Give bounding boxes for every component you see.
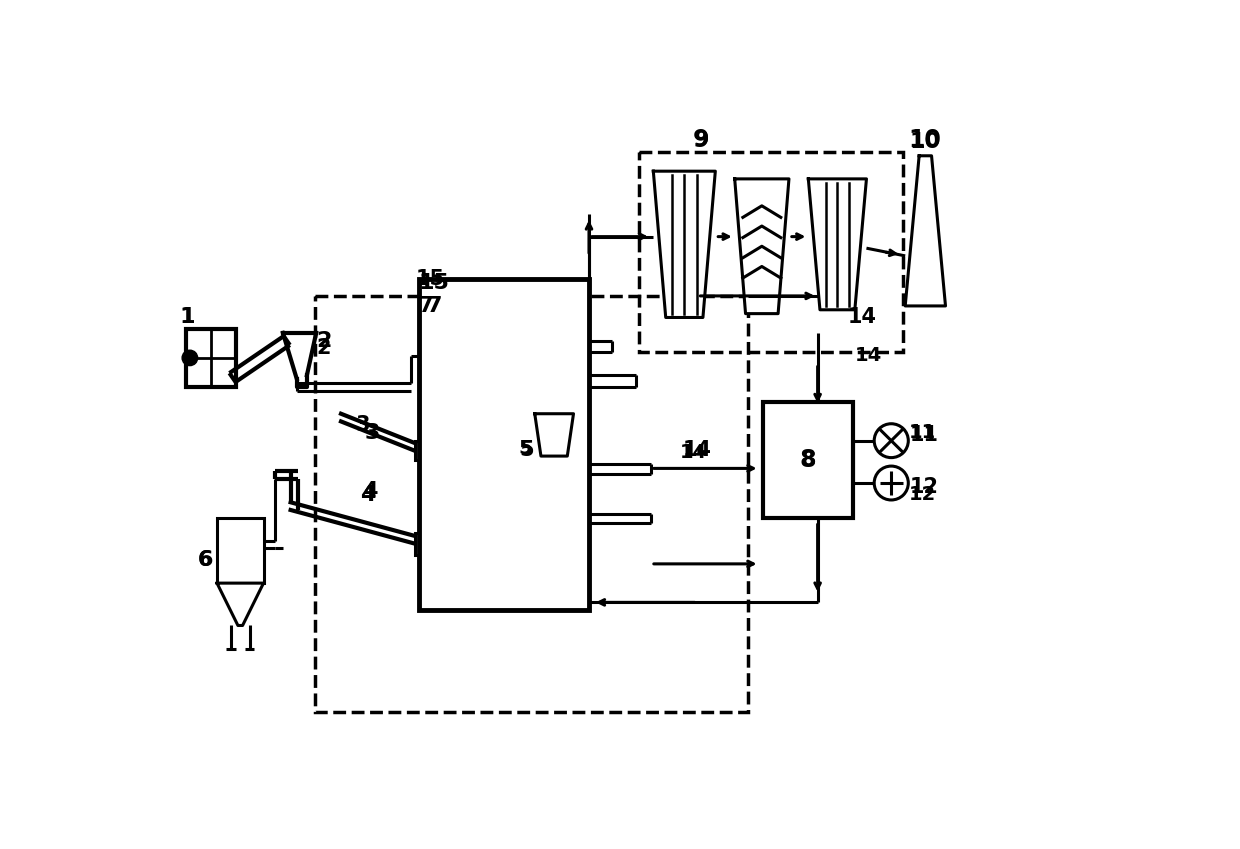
Bar [315,296,748,711]
Text: 10: 10 [909,132,940,152]
Bar [640,152,903,352]
Text: 9: 9 [693,128,709,152]
Polygon shape [653,171,715,318]
Bar [430,445,441,456]
Polygon shape [734,179,789,313]
Bar [419,279,589,610]
Text: 2: 2 [316,338,331,358]
Text: 6: 6 [198,550,212,570]
Text: 14: 14 [680,442,707,462]
Polygon shape [905,155,945,306]
Text: 9: 9 [693,131,709,150]
Bar [414,533,430,554]
Bar [764,402,853,518]
Text: 1: 1 [180,307,195,328]
Text: 12: 12 [909,485,936,504]
Text: 4: 4 [361,485,376,504]
Text: 5: 5 [518,439,532,458]
Text: 7: 7 [427,296,441,316]
Text: 10: 10 [908,128,941,152]
Text: 15: 15 [419,273,449,293]
Circle shape [182,350,197,366]
Text: 12: 12 [909,477,939,497]
Text: 14: 14 [854,346,882,365]
Polygon shape [217,583,263,626]
Polygon shape [534,413,573,456]
Text: 14: 14 [683,440,712,460]
Text: 14: 14 [848,307,877,328]
Bar [186,329,237,387]
Text: 7: 7 [419,296,434,316]
Text: 8: 8 [800,450,816,470]
Text: 3: 3 [365,423,379,443]
Polygon shape [808,179,867,310]
Bar [217,518,263,583]
Text: 4: 4 [363,481,378,501]
Text: 6: 6 [197,550,213,570]
Text: 5: 5 [520,440,534,460]
Text: 2: 2 [316,330,331,351]
Text: 15: 15 [415,269,445,289]
Text: 8: 8 [800,448,816,472]
Text: 1: 1 [180,307,196,328]
Text: 11: 11 [909,424,939,445]
Text: 11: 11 [909,424,936,442]
Bar [430,539,441,548]
Bar [414,441,430,460]
Text: 3: 3 [356,415,370,436]
